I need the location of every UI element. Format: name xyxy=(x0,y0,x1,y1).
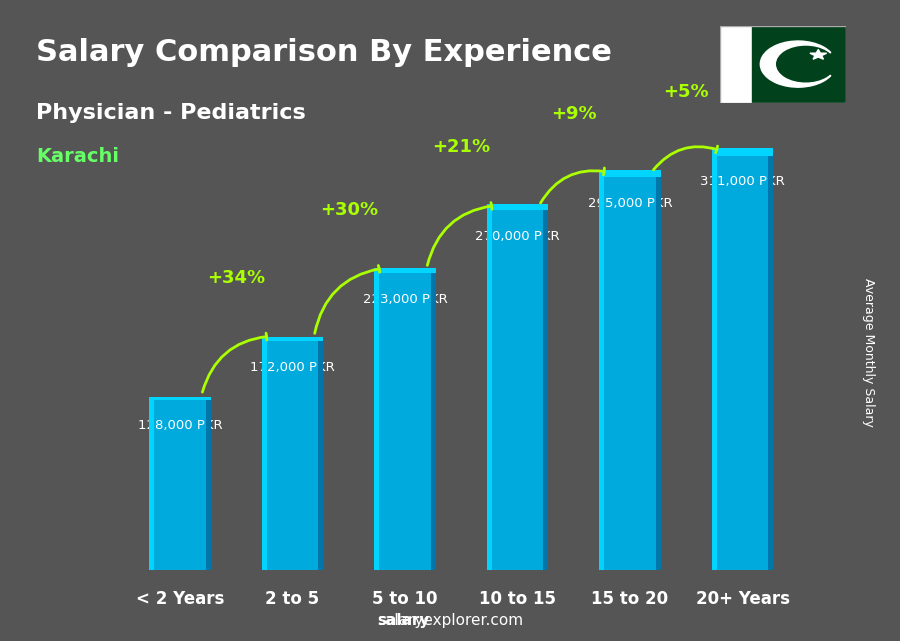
Text: 223,000 PKR: 223,000 PKR xyxy=(363,293,447,306)
Bar xyxy=(374,273,436,570)
Bar xyxy=(431,273,436,570)
Polygon shape xyxy=(810,49,827,59)
Bar xyxy=(319,341,323,570)
Wedge shape xyxy=(760,41,831,87)
Bar xyxy=(712,156,716,570)
Bar xyxy=(206,400,211,570)
Text: 295,000 PKR: 295,000 PKR xyxy=(588,197,672,210)
Bar xyxy=(769,156,773,570)
Text: +21%: +21% xyxy=(432,138,491,156)
Text: 15 to 20: 15 to 20 xyxy=(591,590,669,608)
Bar xyxy=(599,170,661,177)
Text: 270,000 PKR: 270,000 PKR xyxy=(475,230,560,243)
Bar xyxy=(544,210,548,570)
Text: +5%: +5% xyxy=(663,83,709,101)
Bar xyxy=(262,341,266,570)
Bar xyxy=(752,26,846,103)
Text: 128,000 PKR: 128,000 PKR xyxy=(138,419,222,433)
Text: +30%: +30% xyxy=(320,201,378,219)
Text: 172,000 PKR: 172,000 PKR xyxy=(250,361,335,374)
Text: Salary Comparison By Experience: Salary Comparison By Experience xyxy=(36,38,612,67)
Bar xyxy=(149,400,211,570)
Bar xyxy=(262,341,323,570)
Bar xyxy=(487,210,491,570)
Bar xyxy=(149,400,154,570)
Bar xyxy=(487,204,548,210)
Bar xyxy=(487,210,548,570)
Bar xyxy=(712,156,773,570)
Text: 5 to 10: 5 to 10 xyxy=(373,590,437,608)
Text: Karachi: Karachi xyxy=(36,147,119,167)
Bar xyxy=(374,273,379,570)
Text: 311,000 PKR: 311,000 PKR xyxy=(700,176,785,188)
Text: Physician - Pediatrics: Physician - Pediatrics xyxy=(36,103,306,122)
Text: salary: salary xyxy=(377,613,429,628)
Bar xyxy=(720,26,751,103)
Text: salaryexplorer.com: salaryexplorer.com xyxy=(377,613,523,628)
Text: 20+ Years: 20+ Years xyxy=(696,590,789,608)
Text: Average Monthly Salary: Average Monthly Salary xyxy=(862,278,875,427)
Bar xyxy=(149,397,211,400)
Text: +34%: +34% xyxy=(207,269,266,287)
Text: 10 to 15: 10 to 15 xyxy=(479,590,556,608)
Bar xyxy=(374,268,436,273)
Text: 2 to 5: 2 to 5 xyxy=(266,590,320,608)
Bar xyxy=(262,337,323,341)
Bar xyxy=(599,177,604,570)
Circle shape xyxy=(777,46,834,82)
Bar xyxy=(712,148,773,156)
Text: < 2 Years: < 2 Years xyxy=(136,590,224,608)
Text: +9%: +9% xyxy=(551,104,597,122)
Bar xyxy=(656,177,661,570)
Bar xyxy=(599,177,661,570)
